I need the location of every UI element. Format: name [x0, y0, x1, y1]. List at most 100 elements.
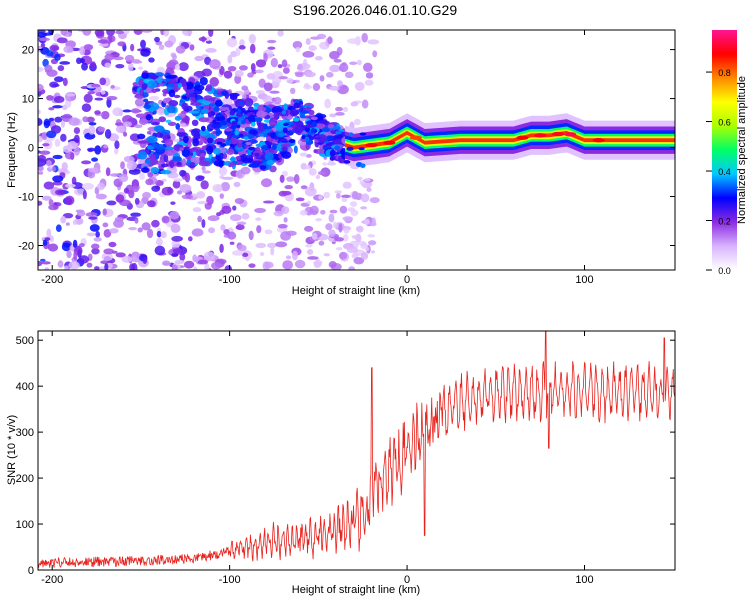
noise-blob: [196, 191, 206, 199]
noise-blob: [156, 230, 162, 238]
ridge-blob: [212, 119, 217, 125]
ridge-blob: [288, 138, 296, 144]
noise-blob: [338, 251, 348, 260]
ridge-blob: [327, 124, 335, 129]
ridge-blob: [211, 156, 216, 163]
ridge-blob: [143, 104, 151, 109]
noise-blob: [134, 98, 145, 107]
noise-blob: [124, 54, 135, 62]
ridge-blob: [176, 161, 182, 166]
ridge-blob: [174, 115, 182, 121]
ridge-blob: [179, 147, 184, 151]
ridge-peak: [534, 133, 547, 138]
ridge-blob: [268, 122, 277, 126]
noise-blob: [220, 224, 226, 231]
noise-blob: [205, 40, 213, 44]
noise-blob: [126, 160, 138, 171]
ridge-blob: [158, 116, 167, 123]
noise-blob: [327, 36, 333, 45]
noise-blob: [158, 44, 165, 50]
noise-blob: [283, 217, 288, 223]
ridge-blob: [229, 93, 238, 100]
ridge-blob: [274, 108, 284, 112]
noise-blob: [248, 33, 257, 44]
noise-blob: [178, 62, 189, 72]
noise-blob: [62, 212, 74, 219]
ridge-blob: [293, 102, 301, 109]
noise-blob: [316, 33, 327, 40]
ridge-blob: [216, 141, 223, 145]
x-tick-label: 0: [404, 574, 410, 586]
noise-blob: [269, 90, 280, 94]
noise-blob: [73, 146, 80, 156]
ridge-blob: [147, 102, 160, 111]
noise-blob: [233, 181, 241, 188]
noise-blob: [349, 201, 358, 207]
noise-blob: [72, 239, 78, 249]
noise-blob: [48, 199, 54, 207]
noise-blob: [45, 50, 54, 57]
noise-blob: [222, 97, 233, 107]
ridge-peak: [592, 138, 605, 143]
noise-blob: [329, 64, 341, 73]
noise-blob: [67, 47, 74, 53]
noise-blob: [300, 185, 308, 190]
noise-blob: [52, 181, 63, 186]
noise-blob: [198, 37, 207, 42]
ridge-blob: [360, 163, 366, 168]
noise-blob: [343, 228, 350, 234]
ridge-blob: [282, 127, 288, 134]
ridge-blob: [287, 121, 294, 126]
noise-blob: [279, 174, 285, 183]
noise-blob: [262, 200, 275, 204]
noise-blob: [104, 129, 112, 139]
ridge-blob: [300, 114, 306, 119]
noise-blob: [299, 152, 308, 157]
noise-blob: [202, 170, 211, 174]
noise-blob: [328, 260, 337, 268]
noise-blob: [38, 118, 43, 126]
noise-blob: [161, 215, 170, 224]
ridge-blob: [145, 114, 152, 121]
ridge-blob: [334, 145, 341, 151]
noise-blob: [134, 197, 140, 205]
noise-blob: [218, 166, 228, 176]
ridge-blob: [259, 141, 266, 146]
ridge-blob: [149, 75, 159, 79]
noise-blob: [78, 243, 85, 248]
noise-blob: [44, 64, 53, 72]
noise-blob: [41, 131, 48, 141]
noise-blob: [123, 30, 130, 35]
noise-blob: [335, 193, 341, 199]
ridge-blob: [266, 159, 275, 166]
noise-blob: [346, 246, 359, 253]
noise-blob: [197, 259, 208, 265]
ridge-blob: [238, 101, 245, 105]
ridge-blob: [256, 110, 266, 119]
noise-blob: [60, 30, 68, 36]
noise-blob: [367, 39, 380, 45]
noise-blob: [54, 116, 63, 123]
noise-blob: [263, 52, 268, 63]
noise-blob: [266, 39, 277, 44]
noise-blob: [175, 45, 186, 54]
noise-blob: [43, 118, 50, 129]
noise-blob: [128, 168, 141, 175]
ridge-blob: [313, 136, 321, 140]
noise-blob: [128, 227, 138, 231]
ridge-blob: [138, 118, 148, 126]
y-tick-label: 100: [16, 519, 34, 531]
noise-blob: [111, 250, 118, 254]
ridge-blob: [255, 117, 263, 122]
noise-blob: [335, 247, 343, 251]
noise-blob: [39, 150, 51, 155]
noise-blob: [338, 223, 343, 233]
ridge-blob: [165, 74, 178, 79]
noise-blob: [209, 59, 221, 69]
noise-blob: [171, 235, 183, 242]
ridge-blob: [335, 130, 342, 135]
heatmap-frame: [37, 29, 676, 271]
noise-blob: [305, 71, 316, 78]
noise-blob: [102, 208, 107, 216]
ridge-blob: [358, 147, 365, 151]
